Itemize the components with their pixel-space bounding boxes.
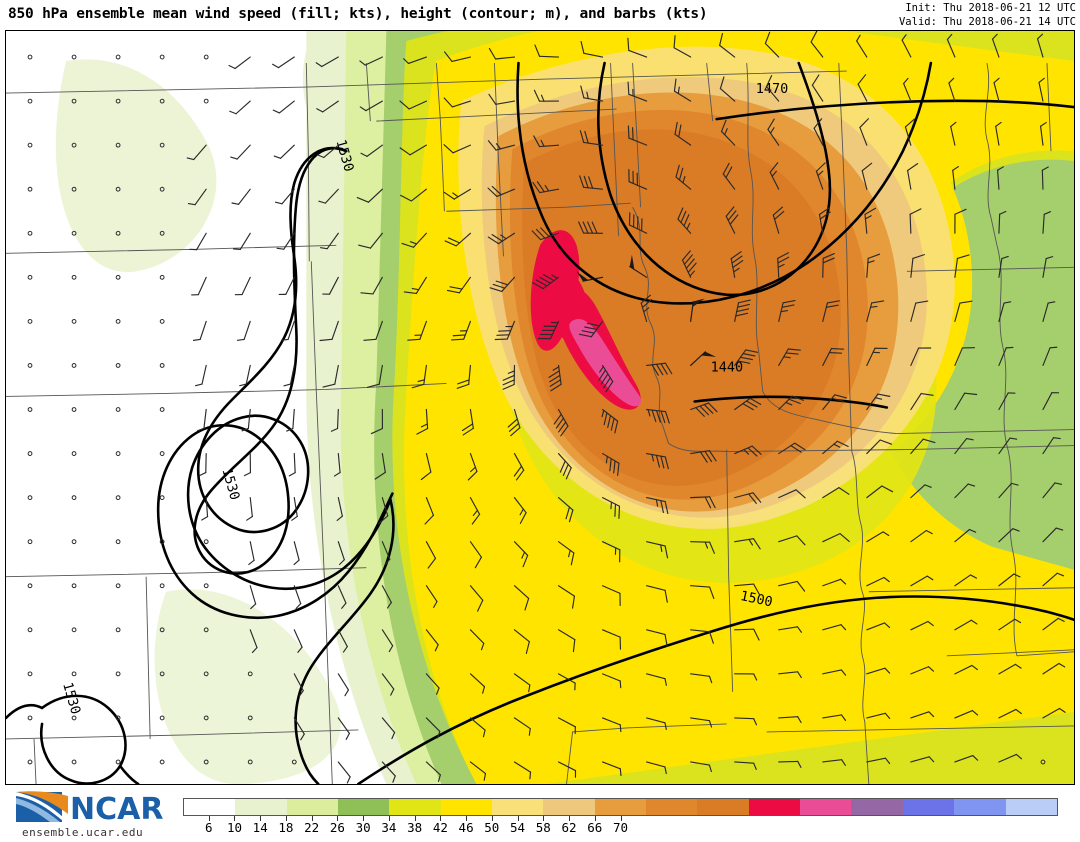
colorbar-tick	[543, 816, 545, 821]
colorbar-swatch	[877, 799, 903, 815]
colorbar-swatch	[235, 799, 262, 815]
ncar-logo-mark: NCAR	[16, 791, 163, 827]
colorbar-tick-label: 26	[329, 820, 345, 835]
colorbar-swatch	[415, 799, 441, 815]
colorbar-swatch	[440, 799, 467, 815]
colorbar-labels: 6 10 14 18 22 26 30 34 38 42 46 50 54 58 62 66 70	[183, 820, 1058, 838]
ncar-logo[interactable]: NCAR ensemble.ucar.edu	[10, 788, 175, 839]
colorbar-swatch	[389, 799, 416, 815]
colorbar-swatch	[646, 799, 672, 815]
valid-time: Valid: Thu 2018-06-21 14 UTC	[898, 16, 1076, 28]
colorbar-tick	[208, 816, 210, 821]
contour-1440-inner	[597, 61, 832, 297]
colorbar-swatch	[1031, 799, 1057, 815]
ncar-site-url: ensemble.ucar.edu	[22, 826, 144, 839]
colorbar-tick-label: 30	[355, 820, 371, 835]
colorbar-swatch	[517, 799, 544, 815]
colorbar-swatch	[954, 799, 980, 815]
time-stamp-block: Init: Thu 2018-06-21 12 UTC Valid: Thu 2…	[899, 1, 1076, 29]
colorbar-swatch	[697, 799, 724, 815]
colorbar-swatch	[979, 799, 1006, 815]
colorbar-tick	[260, 816, 262, 821]
contour-1470-east	[715, 99, 1074, 121]
colorbar-swatch	[492, 799, 518, 815]
windspeed-fill-layer	[55, 31, 1074, 784]
contour-label-1440: 1440	[711, 359, 744, 375]
map-panel[interactable]: 1470 1440 1500 1530 1530 1530	[5, 30, 1075, 785]
colorbar-swatch	[209, 799, 236, 815]
colorbar-swatch	[1005, 799, 1032, 815]
colorbar-tick-label: 54	[510, 820, 526, 835]
colorbar-tick-label: 70	[612, 820, 629, 835]
colorbar-tick	[491, 816, 493, 821]
contour-1500	[357, 595, 1074, 784]
contour-1470	[516, 61, 933, 305]
colorbar-tick	[620, 816, 622, 821]
colorbar-swatch	[928, 799, 955, 815]
colorbar-swatch	[312, 799, 339, 815]
colorbar-tick-label: 18	[278, 820, 294, 835]
colorbar-tick-label: 10	[226, 820, 242, 835]
colorbar-swatch	[286, 799, 313, 815]
colorbar-tick-label: 6	[204, 820, 213, 835]
header-bar: 850 hPa ensemble mean wind speed (fill; …	[0, 0, 1080, 30]
colorbar-tick	[285, 816, 287, 821]
colorbar-tick-label: 66	[587, 820, 603, 835]
contour-1530-e	[118, 764, 140, 784]
colorbar-ticks	[183, 816, 1058, 824]
colorbar-tick-label: 50	[484, 820, 500, 835]
colorbar-swatch	[748, 799, 775, 815]
colorbar-tick	[569, 816, 571, 821]
colorbar-swatch	[851, 799, 878, 815]
colorbar-swatch	[620, 799, 647, 815]
colorbar-tick-label: 22	[304, 820, 320, 835]
colorbar-tick-label: 62	[561, 820, 577, 835]
colorbar-tick-label: 58	[535, 820, 551, 835]
colorbar-tick	[594, 816, 596, 821]
footer-bar: NCAR ensemble.ucar.edu 6 10 14 18 22 26 30 34 38…	[0, 786, 1080, 842]
colorbar-tick-label: 14	[252, 820, 268, 835]
colorbar-swatch	[774, 799, 801, 815]
colorbar	[183, 798, 1058, 816]
contour-label-1500: 1500	[739, 588, 774, 610]
page-title: 850 hPa ensemble mean wind speed (fill; …	[8, 6, 708, 22]
colorbar-tick-label: 42	[432, 820, 448, 835]
contour-1530-main	[156, 146, 394, 620]
contour-label-1470: 1470	[756, 81, 789, 97]
colorbar-swatch	[723, 799, 749, 815]
colorbar-swatch	[261, 799, 287, 815]
colorbar-tick	[517, 816, 519, 821]
contour-1530-d	[6, 703, 44, 720]
colorbar-tick	[414, 816, 416, 821]
colorbar-swatch	[466, 799, 493, 815]
colorbar-tick	[388, 816, 390, 821]
colorbar-tick	[311, 816, 313, 821]
colorbar-swatch	[338, 799, 364, 815]
ncar-wordmark: NCAR	[70, 792, 163, 826]
weather-map[interactable]: 1470 1440 1500 1530 1530 1530	[6, 31, 1074, 784]
contour-1530-b	[294, 498, 395, 784]
colorbar-swatch	[594, 799, 621, 815]
colorbar-tick	[363, 816, 365, 821]
colorbar-swatch	[825, 799, 852, 815]
colorbar-tick-label: 34	[381, 820, 397, 835]
colorbar-swatch	[671, 799, 698, 815]
colorbar-swatch	[569, 799, 595, 815]
colorbar-swatch	[184, 799, 210, 815]
init-time: Init: Thu 2018-06-21 12 UTC	[905, 2, 1076, 14]
colorbar-tick-label: 46	[458, 820, 474, 835]
colorbar-swatch	[363, 799, 390, 815]
colorbar-tick	[466, 816, 468, 821]
political-boundaries-layer	[6, 62, 1074, 784]
colorbar-tick	[337, 816, 339, 821]
colorbar-tick	[440, 816, 442, 821]
colorbar-swatch	[800, 799, 826, 815]
colorbar-tick-label: 38	[407, 820, 423, 835]
colorbar-swatch	[543, 799, 570, 815]
colorbar-swatch	[902, 799, 929, 815]
colorbar-tick	[234, 816, 236, 821]
